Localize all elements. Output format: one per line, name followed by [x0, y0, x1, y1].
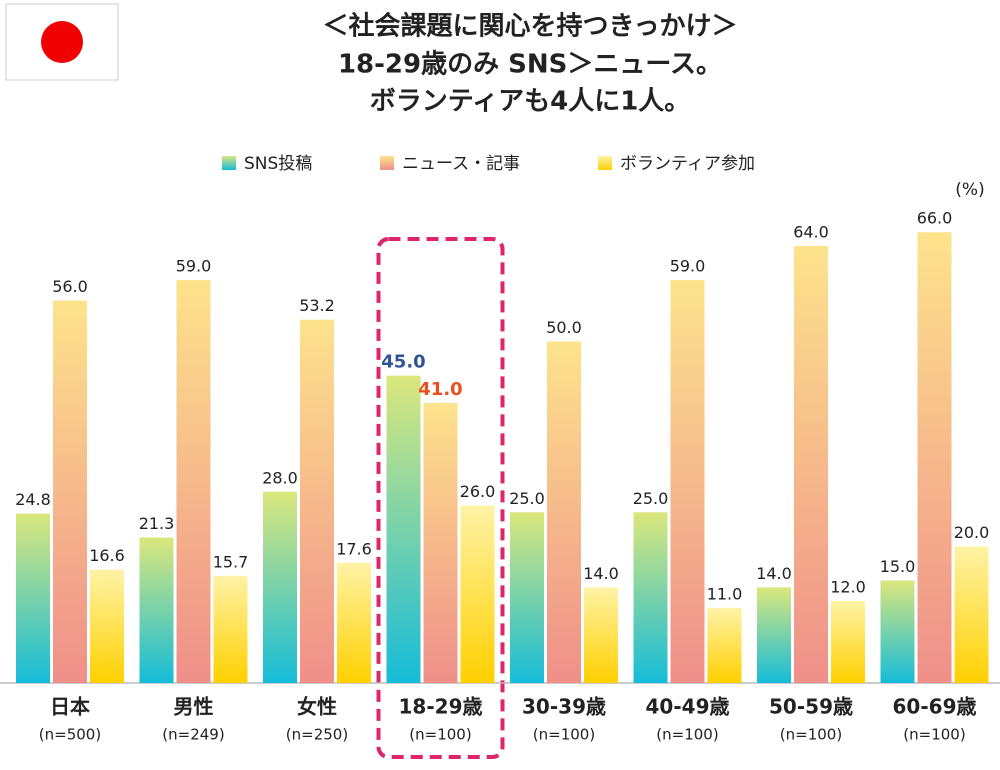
x-tick-label: 18-29歳	[399, 695, 483, 719]
bar	[707, 607, 742, 683]
value-label: 50.0	[546, 318, 582, 337]
x-tick-label: 日本	[50, 695, 90, 719]
bar	[831, 601, 865, 683]
value-label: 25.0	[633, 489, 669, 508]
bar	[337, 562, 371, 683]
bar	[757, 587, 791, 683]
value-label: 66.0	[917, 209, 953, 228]
value-label: 16.6	[89, 546, 125, 565]
sample-size: (n=100)	[533, 726, 595, 744]
sample-size: (n=100)	[780, 726, 842, 744]
sample-size: (n=100)	[903, 726, 965, 744]
bar	[954, 546, 989, 683]
bar	[53, 300, 87, 683]
value-label: 56.0	[52, 277, 88, 296]
legend-label: SNS投稿	[244, 154, 312, 174]
sample-size: (n=100)	[656, 726, 718, 744]
highlight-box	[376, 237, 505, 759]
value-label: 64.0	[793, 222, 829, 241]
bar	[547, 341, 581, 683]
chart-title: ボランティアも4人に1人。	[370, 87, 691, 117]
x-tick-label: 男性	[174, 695, 214, 719]
x-tick-label: 女性	[297, 695, 337, 719]
bar	[423, 402, 458, 683]
legend-label: ニュース・記事	[402, 154, 520, 174]
value-label: 59.0	[176, 257, 212, 276]
sample-size: (n=249)	[162, 726, 224, 744]
chart-title: 18-29歳のみ SNS＞ニュース。	[338, 50, 722, 80]
value-label: 21.3	[139, 514, 175, 533]
sample-size: (n=500)	[39, 726, 101, 744]
value-label: 26.0	[460, 482, 496, 501]
bar	[794, 245, 828, 683]
unit-label: (%)	[955, 180, 984, 200]
value-label: 59.0	[670, 257, 706, 276]
bar	[90, 569, 124, 683]
legend-label: ボランティア参加	[620, 154, 755, 174]
legend-swatch	[380, 156, 394, 170]
value-label: 11.0	[707, 584, 743, 603]
flag-sun	[41, 21, 83, 63]
x-tick-label: 40-49歳	[646, 695, 730, 719]
x-tick-label: 30-39歳	[522, 695, 606, 719]
bar	[510, 512, 544, 683]
value-label: 28.0	[262, 468, 298, 487]
bar	[16, 513, 50, 683]
bar	[263, 491, 297, 683]
value-label: 25.0	[509, 489, 545, 508]
chart-title: ＜社会課題に関心を持つきっかけ＞	[323, 11, 738, 42]
sample-size: (n=250)	[286, 726, 348, 744]
value-label: 15.0	[880, 557, 916, 576]
legend-swatch	[598, 156, 612, 170]
value-label: 53.2	[299, 296, 335, 315]
bar	[880, 580, 915, 683]
value-label: 12.0	[830, 578, 866, 597]
value-label: 14.0	[756, 564, 792, 583]
bar	[139, 537, 174, 683]
bar	[917, 232, 952, 683]
value-label: 14.0	[583, 564, 619, 583]
bar	[386, 375, 421, 683]
value-label: 17.6	[336, 539, 372, 558]
bar	[633, 512, 668, 683]
bar	[300, 319, 334, 683]
value-label: 41.0	[418, 379, 462, 400]
bar	[176, 280, 211, 683]
sample-size: (n=100)	[409, 726, 471, 744]
bar	[670, 280, 705, 683]
value-label: 15.7	[213, 552, 249, 571]
value-label: 20.0	[954, 523, 990, 542]
value-label: 45.0	[381, 352, 425, 373]
value-label: 24.8	[15, 490, 51, 509]
bar	[460, 505, 495, 683]
x-tick-label: 50-59歳	[769, 695, 853, 719]
legend-swatch	[222, 156, 236, 170]
bar	[213, 575, 248, 683]
x-tick-label: 60-69歳	[893, 695, 977, 719]
bar	[584, 587, 618, 683]
